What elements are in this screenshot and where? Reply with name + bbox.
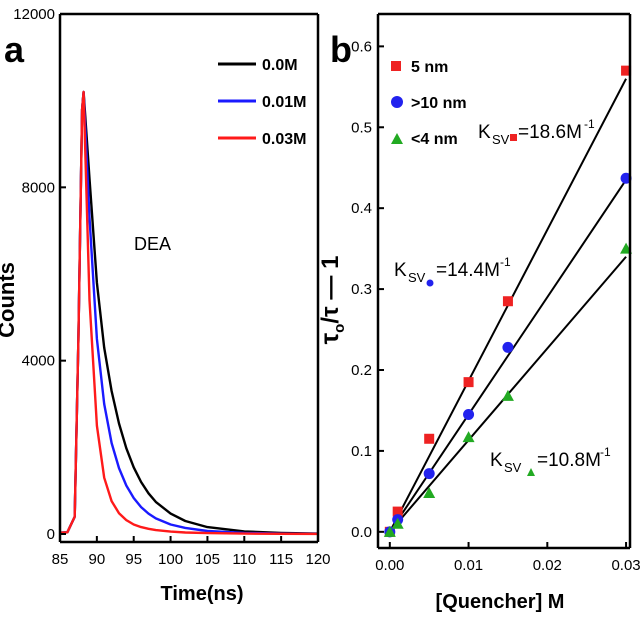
point-circle-3 xyxy=(463,409,475,420)
ksv-annotation-triangle: K SV =10.8M -1 xyxy=(490,445,611,476)
b-ytick-label-0: 0.0 xyxy=(351,524,372,541)
legend-square-marker xyxy=(391,61,401,71)
legend-4nm: <4 nm xyxy=(411,131,458,148)
point-triangle-4 xyxy=(501,389,514,401)
b-xtick-label-0: 0.00 xyxy=(375,557,404,574)
fit-line-1 xyxy=(388,179,627,533)
ksv-annotation-square: K SV =18.6M -1 xyxy=(478,117,595,147)
panel-b-ticks: 0.00 0.01 0.02 0.03 0.0 0.1 0.2 0.3 0.4 0.5 0.6 xyxy=(351,38,640,574)
point-square-4 xyxy=(502,296,513,307)
ksv-triangle-sup: -1 xyxy=(600,445,611,459)
a-ytick-label-0: 0 xyxy=(47,526,55,543)
point-triangle-0 xyxy=(383,525,396,537)
a-xtick-label-3: 100 xyxy=(158,551,183,568)
panel-a-letter: a xyxy=(4,29,25,70)
panel-b-letter: b xyxy=(330,29,352,70)
panel-a-plot-area xyxy=(59,90,319,536)
b-xtick-label-3: 0.03 xyxy=(611,557,640,574)
b-ytick-label-3: 0.3 xyxy=(351,281,372,298)
ksv-triangle-k: K xyxy=(490,450,503,471)
decay-curve-1 xyxy=(59,90,319,535)
b-xtick-label-2: 0.02 xyxy=(533,557,562,574)
panel-b-y-label-tau: τ xyxy=(314,332,344,344)
b-ytick-label-6: 0.6 xyxy=(351,38,372,55)
ksv-square-sub: SV xyxy=(492,132,510,147)
ksv-triangle-sub: SV xyxy=(504,460,522,475)
a-xtick-label-2: 95 xyxy=(125,551,142,568)
ksv-triangle-value: =10.8M xyxy=(537,450,601,471)
panel-a-y-label: Counts xyxy=(0,262,19,338)
ksv-circle-sub: SV xyxy=(408,270,426,285)
panel-b-x-label: [Quencher] M xyxy=(436,591,565,613)
ksv-square-sup: -1 xyxy=(584,117,595,131)
a-ytick-label-1: 4000 xyxy=(22,353,55,370)
legend-label-0: 0.0M xyxy=(262,57,298,74)
point-square-5 xyxy=(621,65,632,76)
panel-b-plot-area xyxy=(383,65,633,538)
a-ytick-label-2: 8000 xyxy=(22,179,55,196)
b-ytick-label-2: 0.2 xyxy=(351,362,372,379)
a-xtick-label-5: 110 xyxy=(232,551,256,568)
decay-curve-2 xyxy=(59,90,319,536)
legend-label-1: 0.01M xyxy=(262,94,306,111)
legend-triangle-marker xyxy=(391,133,403,144)
b-ytick-label-1: 0.1 xyxy=(351,443,372,460)
legend-5nm: 5 nm xyxy=(411,59,448,76)
panel-b-legend: 5 nm >10 nm <4 nm xyxy=(391,59,467,148)
ksv-circle-k: K xyxy=(394,260,407,281)
legend-circle-marker xyxy=(391,96,403,108)
a-xtick-label-6: 115 xyxy=(269,551,293,568)
point-square-3 xyxy=(463,377,474,388)
a-xtick-label-7: 120 xyxy=(305,551,330,568)
panel-b-y-label-sub: o xyxy=(331,324,348,333)
point-triangle-2 xyxy=(423,486,436,498)
panel-a-legend: 0.0M 0.01M 0.03M xyxy=(218,57,306,148)
ksv-annotation-circle: K SV =14.4M -1 xyxy=(394,255,511,287)
ksv-square-marker xyxy=(510,134,517,141)
a-xtick-label-4: 105 xyxy=(195,551,220,568)
panel-a-ticks: 85 90 95 100 105 110 115 120 0 4000 8000 12000 xyxy=(13,6,330,568)
a-ytick-label-3: 12000 xyxy=(13,6,55,23)
panel-a-annotation: DEA xyxy=(134,234,171,254)
point-triangle-3 xyxy=(462,431,475,443)
panel-a-x-label: Time(ns) xyxy=(161,583,244,605)
legend-label-2: 0.03M xyxy=(262,131,306,148)
panel-b-y-label: τo/τ — 1 xyxy=(314,256,348,345)
legend-10nm: >10 nm xyxy=(411,95,467,112)
point-square-2 xyxy=(424,433,435,444)
point-square-1 xyxy=(392,506,403,517)
panel-b-y-label-tail: /τ — 1 xyxy=(317,256,344,324)
ksv-square-k: K xyxy=(478,122,491,143)
ksv-circle-value: =14.4M xyxy=(436,260,500,281)
b-ytick-label-5: 0.5 xyxy=(351,119,372,136)
ksv-circle-sup: -1 xyxy=(500,255,511,269)
ksv-square-value: =18.6M xyxy=(518,122,582,143)
point-triangle-1 xyxy=(391,517,404,529)
point-circle-4 xyxy=(502,341,514,353)
b-xtick-label-1: 0.01 xyxy=(454,557,483,574)
ksv-triangle-marker xyxy=(527,468,535,476)
b-ytick-label-4: 0.4 xyxy=(351,200,372,217)
panel-a: a 85 90 95 100 105 110 115 120 0 4000 8000 12000 Ti… xyxy=(0,6,331,605)
a-xtick-label-0: 85 xyxy=(52,551,69,568)
point-circle-2 xyxy=(423,468,435,480)
panel-b: b 0.00 0.01 0.02 0.030.00.10.20.30.40.50.6 … xyxy=(314,12,640,613)
a-xtick-label-1: 90 xyxy=(89,551,106,568)
ksv-circle-marker xyxy=(426,279,434,287)
decay-curve-0 xyxy=(59,90,319,535)
